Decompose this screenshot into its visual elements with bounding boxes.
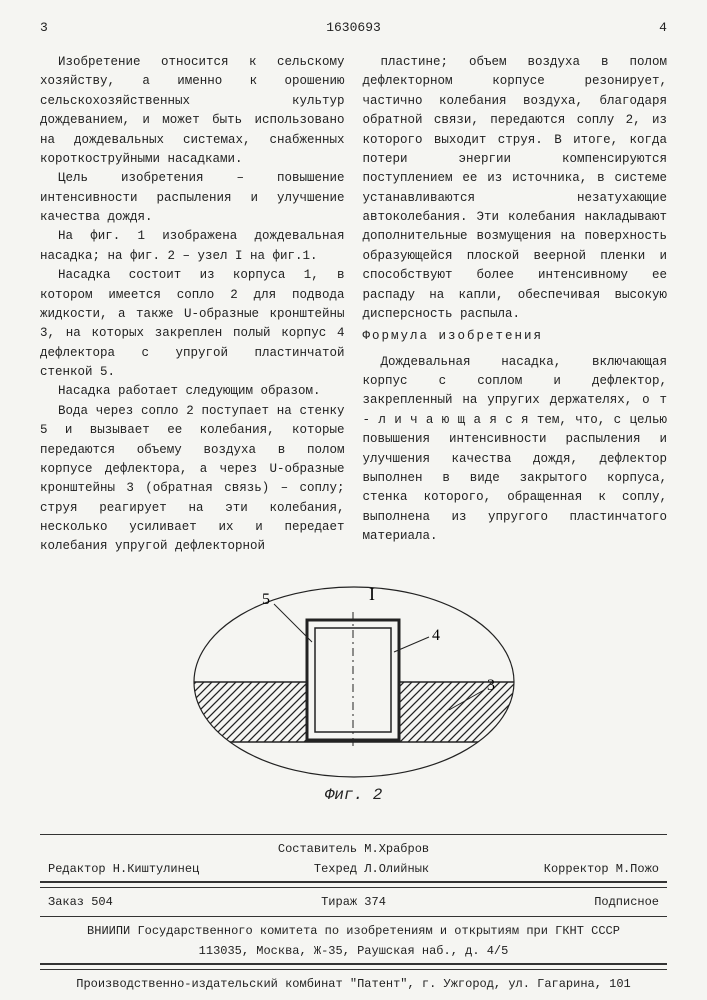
text-columns: Изобретение относится к сельскому хозяйс…: [40, 53, 667, 557]
figure-label-3: 3: [487, 677, 495, 694]
figure-label-5: 5: [262, 591, 270, 608]
paragraph: Цель изобретения – повышение интенсивнос…: [40, 169, 345, 227]
page-number-left: 3: [40, 20, 48, 35]
page-header: 3 1630693 4: [40, 20, 667, 35]
tech-editor: Техред Л.Олийнык: [314, 862, 429, 876]
formula-heading: Формула изобретения: [363, 327, 668, 346]
printing-house: Производственно-издательский комбинат "П…: [40, 974, 667, 994]
publisher-line-1: ВНИИПИ Государственного комитета по изоб…: [40, 921, 667, 941]
colophon: Составитель М.Храбров Редактор Н.Киштули…: [40, 834, 667, 994]
paragraph: Вода через сопло 2 поступает на стенку 5…: [40, 402, 345, 557]
paragraph: На фиг. 1 изображена дождевальная насадк…: [40, 227, 345, 266]
figure-2: 5 I 4 3 Фиг. 2: [40, 582, 667, 804]
right-column: пластине; объем воздуха в полом дефлекто…: [363, 53, 668, 557]
figure-svg: 5 I 4 3: [184, 582, 524, 792]
document-id: 1630693: [326, 20, 381, 35]
paragraph: Насадка работает следующим образом.: [40, 382, 345, 401]
paragraph: пластине; объем воздуха в полом дефлекто…: [363, 53, 668, 324]
figure-caption: Фиг. 2: [40, 786, 667, 804]
paragraph: Дождевальная насадка, включающая корпус …: [363, 353, 668, 547]
left-column: Изобретение относится к сельскому хозяйс…: [40, 53, 345, 557]
compiler: Составитель М.Храбров: [40, 839, 667, 859]
figure-label-I: I: [369, 584, 375, 604]
subscription: Подписное: [594, 895, 659, 909]
paragraph: Изобретение относится к сельскому хозяйс…: [40, 53, 345, 169]
paragraph: Насадка состоит из корпуса 1, в котором …: [40, 266, 345, 382]
editor: Редактор Н.Киштулинец: [48, 862, 199, 876]
page-number-right: 4: [659, 20, 667, 35]
figure-label-4: 4: [432, 627, 440, 644]
print-run: Тираж 374: [321, 895, 386, 909]
corrector: Корректор М.Пожо: [544, 862, 659, 876]
publisher-line-2: 113035, Москва, Ж-35, Раушская наб., д. …: [40, 941, 667, 961]
order-number: Заказ 504: [48, 895, 113, 909]
